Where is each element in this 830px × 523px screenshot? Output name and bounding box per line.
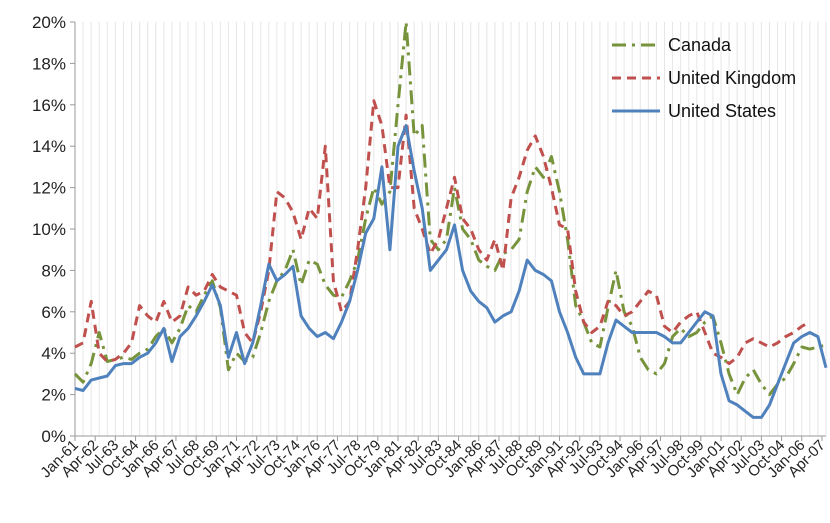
y-tick-label: 12%: [32, 179, 66, 198]
y-tick-label: 8%: [41, 261, 66, 280]
legend-label: United Kingdom: [668, 68, 796, 88]
y-tick-label: 18%: [32, 54, 66, 73]
y-tick-label: 0%: [41, 427, 66, 446]
series-line-united-kingdom: [74, 99, 811, 366]
y-tick-label: 14%: [32, 137, 66, 156]
series-line-united-states: [74, 124, 828, 419]
y-axis-tick-labels: 0% 2% 4% 6% 8% 10% 12% 14% 16% 18% 20%: [32, 13, 75, 446]
y-tick-label: 20%: [32, 13, 66, 32]
series-lines: [73, 20, 828, 419]
y-tick-label: 6%: [41, 303, 66, 322]
vertical-gridlines: [74, 22, 827, 436]
legend-label: Canada: [668, 35, 732, 55]
series-line-canada: [73, 20, 827, 397]
x-axis-tick-labels: Jan-61Apr-62Jul-63Oct-64Jan-66Apr-67Jul-…: [37, 436, 829, 481]
legend-label: United States: [668, 101, 776, 121]
y-tick-label: 10%: [32, 220, 66, 239]
y-tick-label: 4%: [41, 344, 66, 363]
y-tick-label: 2%: [41, 386, 66, 405]
y-tick-label: 16%: [32, 96, 66, 115]
legend: Canada United Kingdom United States: [612, 35, 796, 121]
